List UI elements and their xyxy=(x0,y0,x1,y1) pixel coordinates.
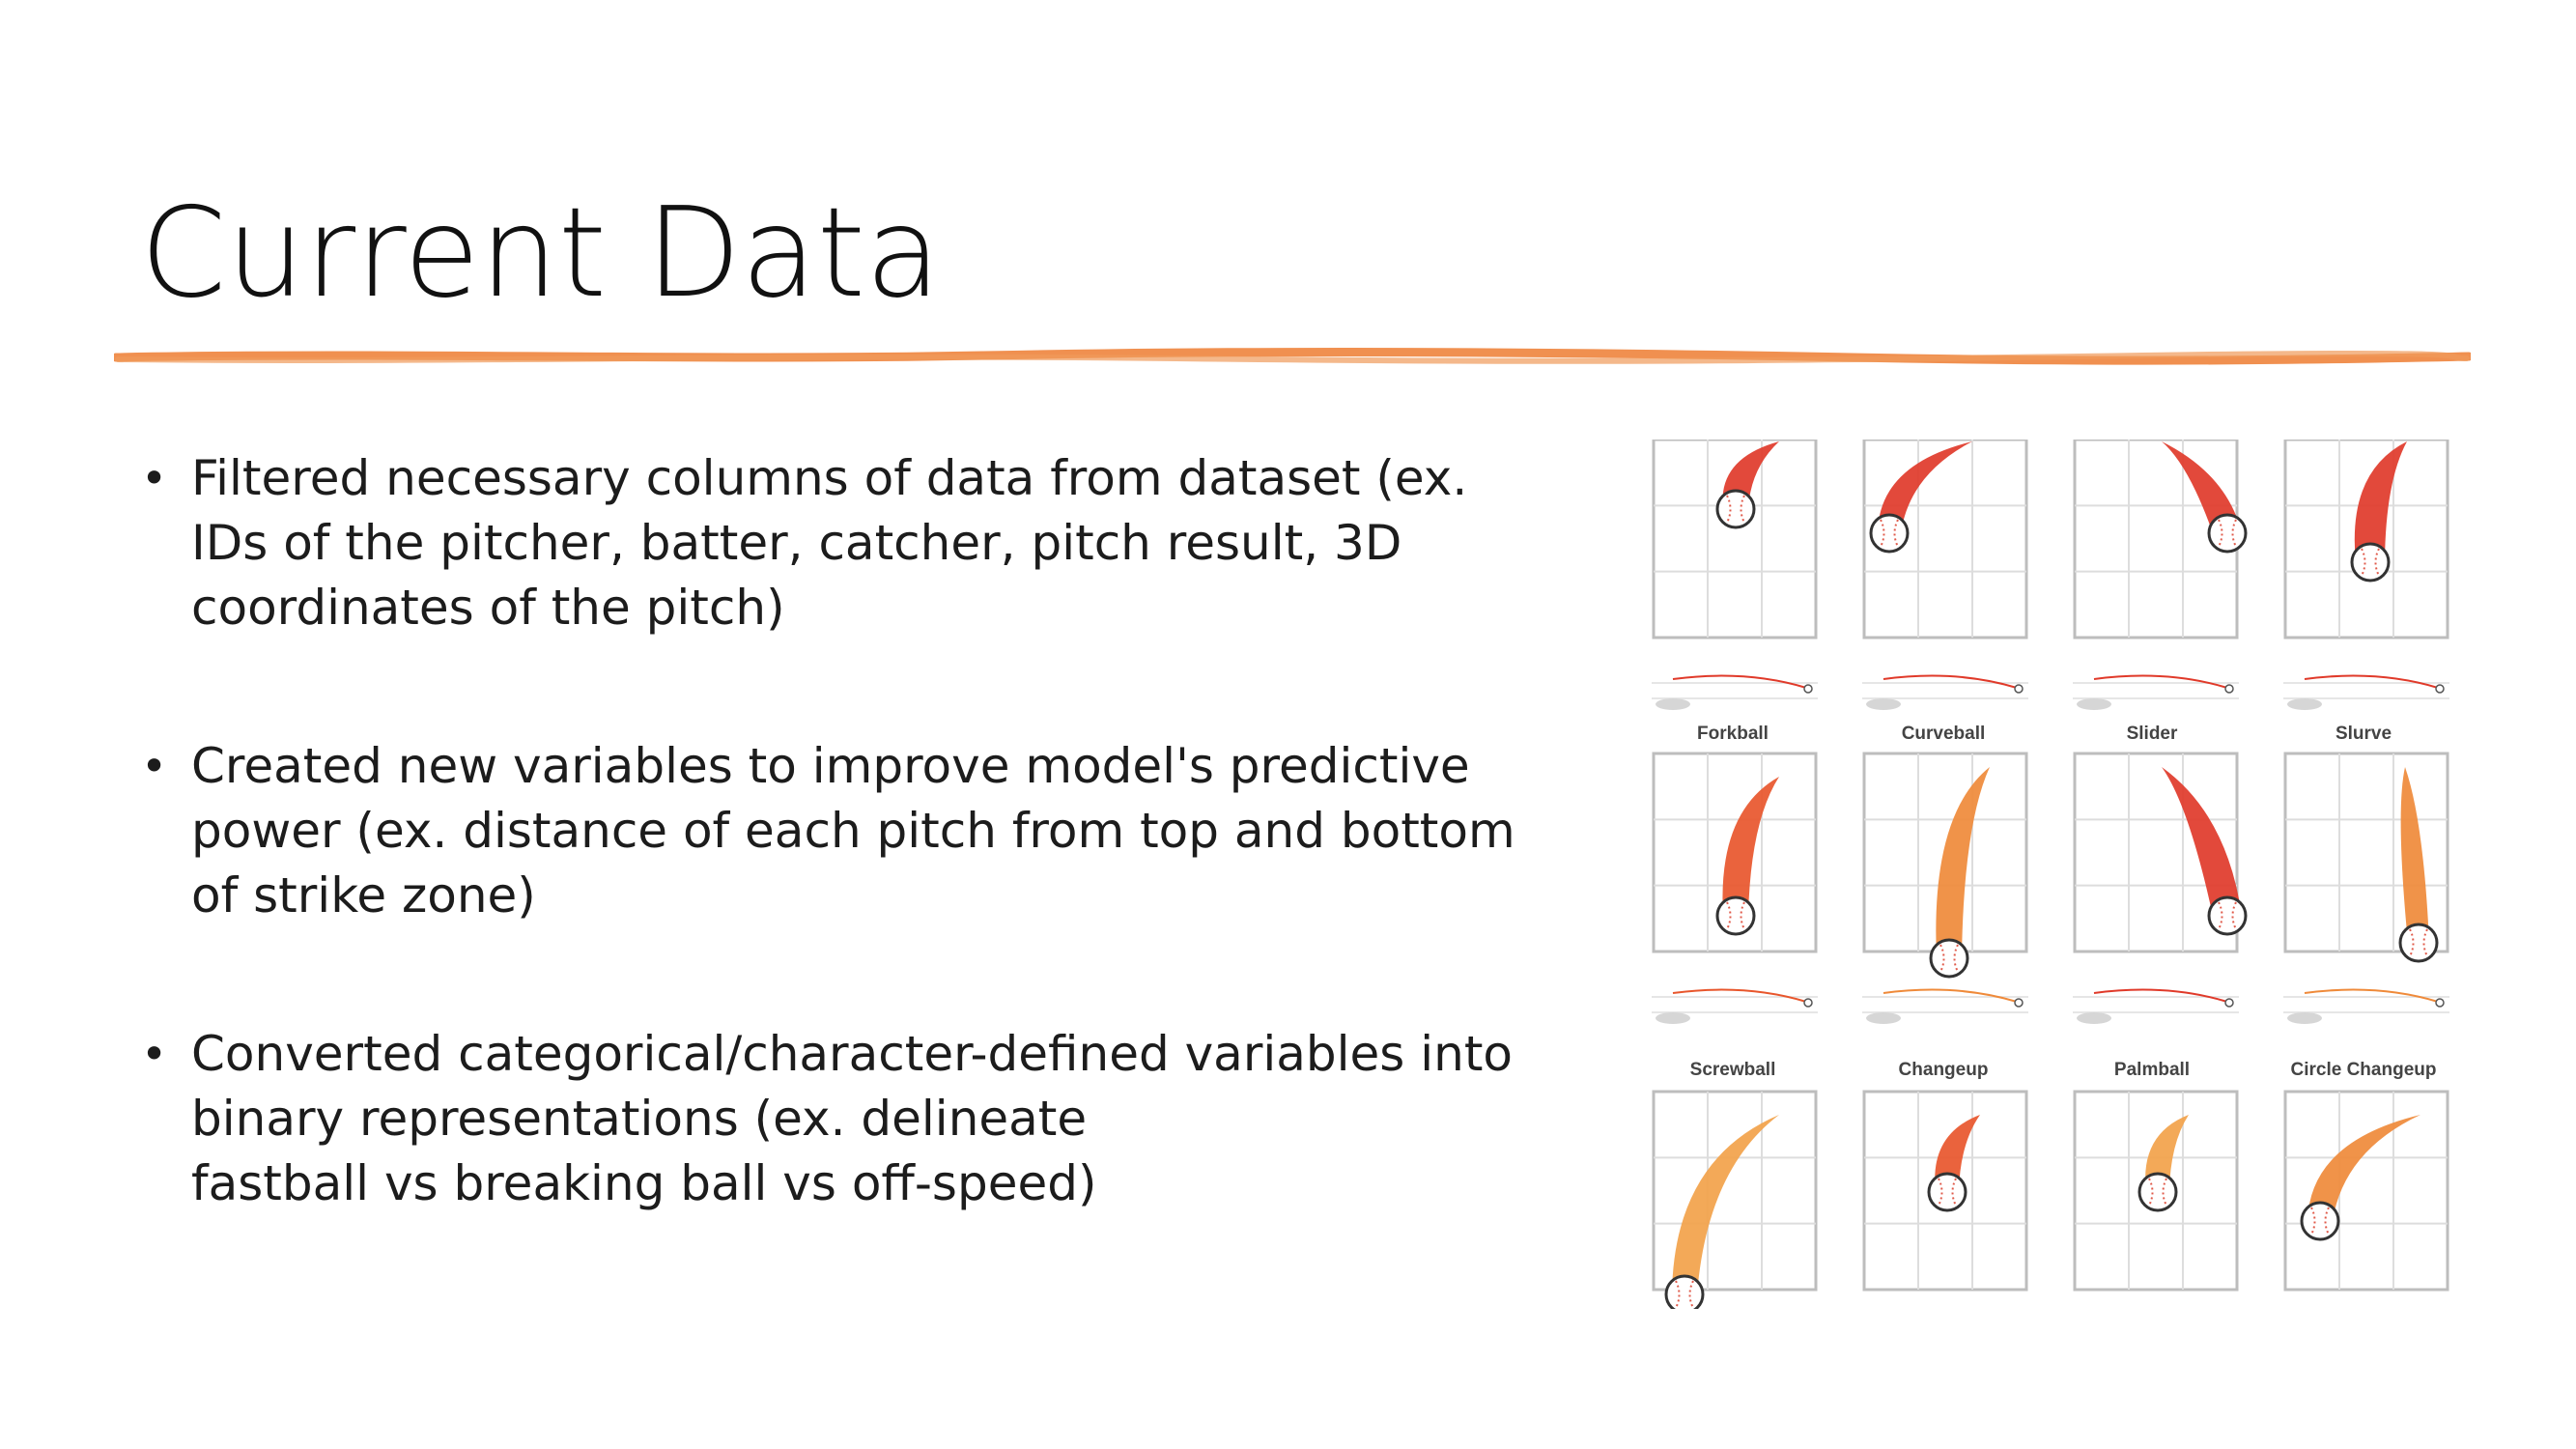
baseball-seam xyxy=(2231,519,2237,548)
pitch-types-illustration: Forkball Curveball Slider Slurve Screwba… xyxy=(1652,440,2449,1309)
trajectory-ball-dot xyxy=(2435,998,2445,1008)
bullet-list: • Filtered necessary columns of data fro… xyxy=(135,446,1526,1310)
pitch-label-screwball: Screwball xyxy=(1690,1060,1776,1080)
bullet-text: Filtered necessary columns of data from … xyxy=(191,450,1468,636)
trajectory-ball-dot xyxy=(2014,684,2024,694)
trajectory-ball-dot xyxy=(1803,684,1813,694)
pitcher-mound-shape xyxy=(1866,698,1901,710)
pitch-trail xyxy=(2162,767,2242,916)
baseball-icon xyxy=(2398,923,2439,963)
pitch-trail xyxy=(1878,441,1972,533)
trajectory-curve xyxy=(2093,988,2228,1003)
baseball-seam xyxy=(2374,548,2380,577)
baseball-seam xyxy=(1893,519,1899,548)
pitch-label-curveball: Curveball xyxy=(1902,724,1986,744)
baseball-seam xyxy=(1688,1280,1694,1309)
bullet-text: Created new variables to improve model's… xyxy=(191,738,1515,923)
pitch-label-slurve: Slurve xyxy=(2335,724,2392,744)
bullet-item: • Converted categorical/character-define… xyxy=(135,1022,1526,1216)
baseball-icon xyxy=(2207,895,2248,936)
baseball-seam xyxy=(1880,519,1885,548)
bullet-dot: • xyxy=(141,452,168,504)
bullet-dot: • xyxy=(141,740,168,792)
pitch-label-forkball: Forkball xyxy=(1697,724,1769,744)
pitcher-mound-shape xyxy=(2077,698,2111,710)
trajectory-ball-dot xyxy=(2224,998,2234,1008)
pitch-label-slider: Slider xyxy=(2127,724,2178,744)
pitch-label-changeup: Changeup xyxy=(1899,1060,1989,1080)
baseball-seam xyxy=(1740,495,1745,524)
baseball-seam xyxy=(2422,928,2428,957)
baseball-icon xyxy=(1664,1274,1705,1309)
baseball-icon xyxy=(2350,542,2391,582)
baseball-seam xyxy=(1740,901,1745,930)
trajectory-ball-dot xyxy=(1803,998,1813,1008)
baseball-icon xyxy=(2137,1172,2178,1212)
pitch-labels-row-3: Screwball Changeup Palmball Circle Chang… xyxy=(1690,1060,2437,1080)
trajectory-curve xyxy=(1672,674,1807,689)
bullet-dot: • xyxy=(141,1028,168,1080)
baseball-icon xyxy=(1929,938,1969,979)
trajectory-ball-dot xyxy=(2014,998,2024,1008)
pitch-label-circle-changeup: Circle Changeup xyxy=(2291,1060,2437,1080)
bullet-text: Converted categorical/character-defined … xyxy=(191,1026,1514,1211)
baseball-icon xyxy=(2300,1201,2340,1241)
trajectory-curve xyxy=(2304,988,2439,1003)
pitch-trail xyxy=(2400,767,2429,943)
baseball-icon xyxy=(1927,1172,1967,1212)
baseball-seam xyxy=(2409,928,2415,957)
pitcher-mound-shape xyxy=(2287,1012,2322,1024)
baseball-seam xyxy=(1939,944,1945,973)
trajectory-curve xyxy=(2093,674,2228,689)
baseball-seam xyxy=(2218,519,2223,548)
pitch-trail xyxy=(1936,767,1990,958)
pitch-trail xyxy=(1672,1115,1779,1294)
pitcher-mound-shape xyxy=(2077,1012,2111,1024)
trajectory-curve xyxy=(1672,988,1807,1003)
pitcher-mound-shape xyxy=(1656,698,1690,710)
trajectory-curve xyxy=(2304,674,2439,689)
pitcher-mound-shape xyxy=(1866,1012,1901,1024)
baseball-seam xyxy=(2162,1178,2167,1207)
baseball-seam xyxy=(1951,1178,1957,1207)
baseball-icon xyxy=(1869,513,1910,554)
pitcher-mound-shape xyxy=(2287,698,2322,710)
pitch-trail xyxy=(1722,777,1779,916)
title-underline xyxy=(114,347,2471,365)
pitch-trail xyxy=(2162,441,2242,533)
baseball-seam xyxy=(2310,1207,2316,1236)
trajectory-curve xyxy=(1882,988,2018,1003)
baseball-seam xyxy=(2324,1207,2330,1236)
baseball-seam xyxy=(1726,901,1732,930)
pitch-trail xyxy=(2354,441,2407,562)
pitch-trail xyxy=(2307,1115,2420,1221)
pitcher-mound-shape xyxy=(1656,1012,1690,1024)
baseball-icon xyxy=(2207,513,2248,554)
baseball-icon xyxy=(1715,895,1756,936)
baseball-seam xyxy=(1938,1178,1943,1207)
trajectory-curve xyxy=(1882,674,2018,689)
bullet-item: • Filtered necessary columns of data fro… xyxy=(135,446,1526,640)
baseball-icon xyxy=(1715,489,1756,529)
pitch-label-palmball: Palmball xyxy=(2114,1060,2190,1080)
baseball-seam xyxy=(1953,944,1959,973)
baseball-seam xyxy=(2218,901,2223,930)
bullet-item: • Created new variables to improve model… xyxy=(135,734,1526,928)
pitch-labels-row-2: Forkball Curveball Slider Slurve xyxy=(1697,724,2392,744)
baseball-seam xyxy=(2231,901,2237,930)
strike-zone-box xyxy=(2283,1090,2449,1292)
trajectory-ball-dot xyxy=(2435,684,2445,694)
baseball-seam xyxy=(1675,1280,1681,1309)
baseball-seam xyxy=(2148,1178,2154,1207)
trajectory-ball-dot xyxy=(2224,684,2234,694)
baseball-seam xyxy=(1726,495,1732,524)
baseball-seam xyxy=(2361,548,2366,577)
slide-title: Current Data xyxy=(140,182,942,326)
